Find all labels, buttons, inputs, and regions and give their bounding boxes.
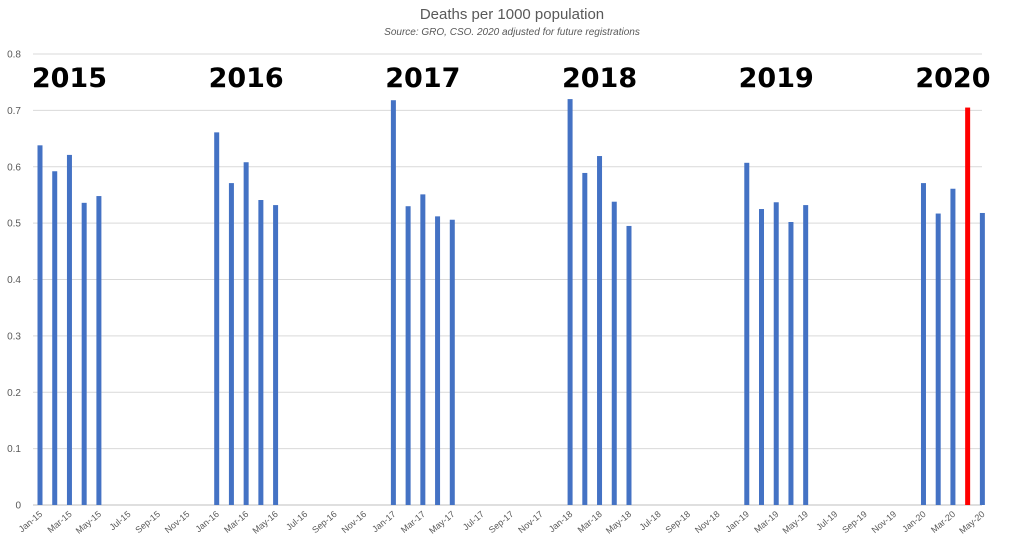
x-tick-label: Jan-20 (900, 509, 928, 534)
bar-feb-19 (759, 209, 765, 505)
x-tick-label: Jul-18 (638, 509, 663, 532)
x-tick-label: May-20 (957, 509, 986, 536)
x-tick-label: Mar-19 (752, 509, 780, 535)
bar-apr-18 (611, 201, 617, 505)
x-tick-label: May-16 (250, 509, 279, 536)
year-label: 2020 (915, 63, 990, 94)
bar-apr-17 (435, 216, 441, 506)
x-tick-label: Nov-16 (340, 509, 369, 535)
bar-mar-18 (597, 156, 603, 505)
x-tick-label: Sep-16 (310, 509, 339, 535)
x-tick-label: Jul-16 (284, 509, 309, 532)
bar-mar-16 (243, 162, 249, 506)
bar-feb-17 (405, 206, 411, 505)
bar-feb-15 (52, 171, 58, 505)
bar-apr-16 (258, 200, 264, 506)
x-tick-label: Nov-19 (870, 509, 899, 535)
bar-jan-17 (390, 100, 396, 505)
y-tick-label: 0 (15, 501, 21, 512)
bar-jan-16 (214, 132, 220, 505)
x-tick-label: May-15 (74, 509, 103, 536)
bar-feb-20 (935, 213, 941, 505)
bar-may-20 (979, 212, 985, 506)
x-tick-label: Nov-18 (693, 509, 722, 535)
x-tick-label: Sep-15 (133, 509, 162, 535)
y-tick-label: 0.6 (7, 162, 21, 173)
bar-mar-17 (420, 194, 426, 505)
y-tick-label: 0.8 (7, 50, 21, 61)
x-tick-label: Mar-18 (576, 509, 604, 535)
bar-jan-20 (920, 183, 926, 505)
bar-feb-16 (228, 183, 234, 505)
y-tick-label: 0.3 (7, 331, 21, 342)
bar-apr-19 (788, 221, 794, 505)
x-tick-label: Nov-17 (516, 509, 545, 535)
x-tick-label: Jan-18 (547, 509, 575, 534)
bar-may-18 (626, 225, 632, 505)
bar-may-16 (273, 205, 279, 505)
bar-apr-20 (965, 107, 971, 506)
x-tick-label: May-17 (427, 509, 456, 536)
y-tick-label: 0.5 (7, 219, 21, 230)
x-tick-label: Sep-18 (664, 509, 693, 535)
x-tick-label: Mar-15 (45, 509, 73, 535)
bar-jan-18 (567, 99, 573, 505)
bar-mar-19 (773, 202, 779, 506)
year-label: 2016 (209, 63, 284, 94)
x-tick-label: Sep-17 (487, 509, 516, 535)
bar-jan-15 (37, 145, 43, 505)
bar-apr-15 (81, 202, 87, 505)
x-tick-label: Jul-15 (107, 509, 132, 532)
x-tick-label: May-19 (781, 509, 810, 536)
year-label: 2019 (739, 63, 814, 94)
y-tick-label: 0.7 (7, 106, 21, 117)
x-tick-label: May-18 (604, 509, 633, 536)
bar-feb-18 (582, 172, 588, 506)
y-tick-label: 0.4 (7, 275, 21, 286)
x-tick-label: Jan-17 (370, 509, 398, 534)
x-tick-label: Jan-16 (193, 509, 221, 534)
y-tick-label: 0.1 (7, 444, 21, 455)
x-tick-label: Mar-20 (929, 509, 957, 535)
year-label: 2015 (32, 63, 107, 94)
x-tick-label: Jan-19 (724, 509, 752, 534)
x-tick-label: Nov-15 (163, 509, 192, 535)
year-label: 2017 (385, 63, 460, 94)
x-tick-label: Jul-19 (814, 509, 839, 532)
chart-subtitle: Source: GRO, CSO. 2020 adjusted for futu… (384, 27, 640, 38)
bar-jan-19 (744, 162, 750, 505)
year-label: 2018 (562, 63, 637, 94)
bar-may-17 (449, 219, 455, 505)
bar-may-15 (96, 196, 102, 505)
y-tick-label: 0.2 (7, 388, 21, 399)
x-tick-label: Jul-17 (461, 509, 486, 532)
x-tick-label: Mar-17 (399, 509, 427, 535)
x-tick-label: Mar-16 (222, 509, 250, 535)
x-tick-label: Jan-15 (17, 509, 45, 534)
bar-mar-15 (66, 154, 72, 505)
x-tick-label: Sep-19 (840, 509, 869, 535)
bar-may-19 (803, 205, 809, 505)
chart-title: Deaths per 1000 population (419, 6, 605, 23)
bar-mar-20 (950, 188, 956, 505)
